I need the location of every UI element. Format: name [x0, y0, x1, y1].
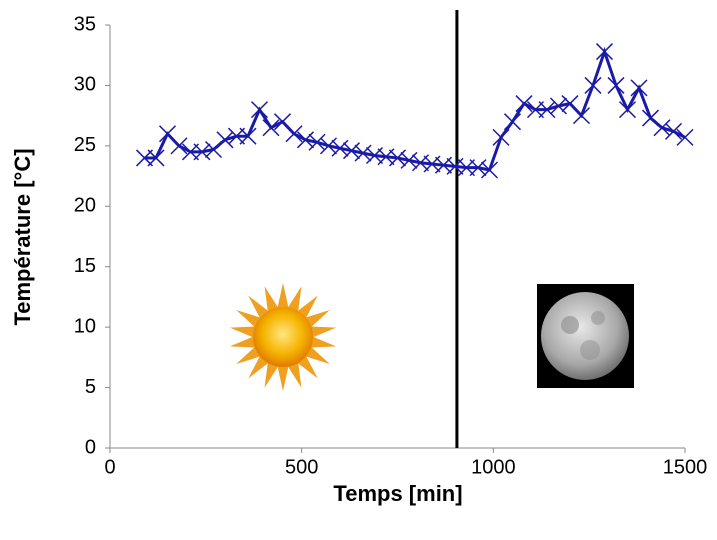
x-tick-label: 1500	[663, 456, 708, 478]
moon-icon	[537, 284, 634, 388]
marker	[319, 137, 338, 155]
marker	[676, 128, 694, 146]
marker	[492, 128, 510, 146]
marker	[515, 95, 533, 113]
marker	[480, 161, 499, 179]
marker	[342, 142, 361, 160]
x-tick-label: 0	[104, 456, 115, 478]
marker	[239, 127, 257, 145]
sun-icon	[229, 283, 337, 391]
series-line	[144, 46, 686, 172]
marker	[216, 131, 234, 149]
marker	[354, 144, 372, 162]
marker	[204, 140, 223, 159]
y-tick-label: 25	[74, 134, 96, 156]
y-tick-label: 20	[74, 195, 96, 217]
marker	[584, 76, 602, 94]
marker	[296, 131, 315, 149]
marker	[503, 113, 522, 131]
marker	[331, 139, 349, 157]
marker	[572, 107, 591, 125]
marker	[147, 149, 165, 167]
y-tick-label: 5	[85, 376, 96, 398]
marker	[653, 119, 671, 137]
marker	[607, 76, 625, 94]
marker	[664, 122, 683, 140]
marker	[388, 149, 407, 167]
y-axis-label: Température [°C]	[10, 148, 35, 325]
x-axis-label: Temps [min]	[333, 481, 462, 506]
marker	[538, 101, 556, 119]
marker	[262, 119, 280, 137]
y-tick-label: 0	[85, 436, 96, 458]
marker	[400, 151, 418, 169]
y-tick-label: 10	[74, 315, 96, 337]
marker	[630, 79, 648, 97]
x-tick-label: 500	[285, 456, 318, 478]
marker	[618, 101, 637, 119]
marker	[641, 109, 660, 127]
marker	[595, 43, 614, 61]
x-tick-label: 1000	[471, 456, 516, 478]
y-tick-label: 35	[74, 13, 96, 35]
marker	[308, 133, 326, 151]
marker	[469, 159, 487, 177]
marker	[193, 143, 211, 161]
marker	[285, 125, 303, 143]
marker	[549, 97, 568, 115]
y-tick-label: 15	[74, 255, 96, 277]
marker	[250, 101, 269, 119]
y-tick-label: 30	[74, 74, 96, 96]
marker	[170, 137, 188, 155]
